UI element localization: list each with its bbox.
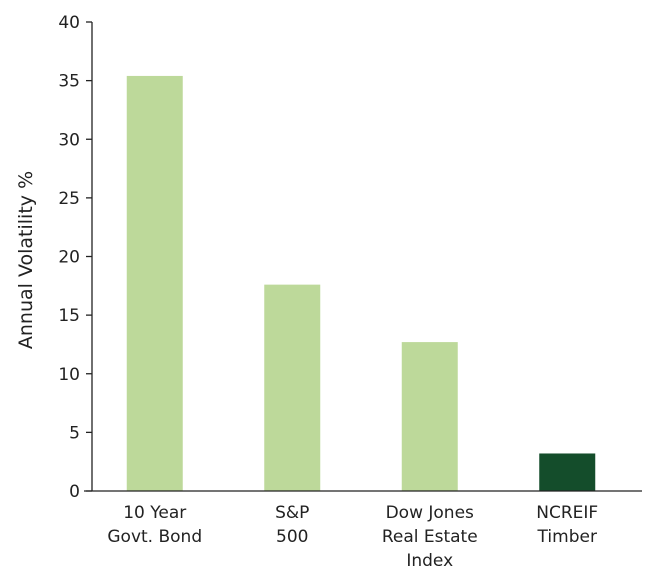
x-category-label: Timber — [537, 527, 597, 547]
category-labels: 10 Year Govt. Bond S&P 500 Dow Jones Real Est… — [107, 503, 598, 567]
bar — [126, 75, 183, 491]
y-tick-label: 25 — [58, 189, 80, 209]
y-tick-label: 15 — [58, 306, 80, 326]
x-category-label: 10 Year — [123, 503, 186, 523]
x-category-label: Govt. Bond — [107, 527, 202, 547]
y-tick-label: 35 — [58, 72, 80, 92]
y-tick-label: 40 — [58, 13, 80, 33]
x-category-label: Real Estate — [382, 527, 478, 547]
bar — [401, 342, 458, 491]
y-tick-label: 30 — [58, 130, 80, 150]
y-tick-label: 10 — [58, 365, 80, 385]
y-tick-label: 0 — [69, 482, 80, 502]
x-category-label: Dow Jones — [386, 503, 474, 523]
bar — [264, 284, 321, 491]
y-tick-label: 5 — [69, 423, 80, 443]
x-category-label: NCREIF — [536, 503, 598, 523]
y-axis-ticks: 0 5 10 15 20 25 30 35 40 — [58, 13, 92, 502]
x-category-label: S&P — [275, 503, 309, 523]
bar — [539, 453, 596, 491]
x-category-label: 500 — [276, 527, 308, 547]
y-tick-label: 20 — [58, 248, 80, 268]
bars — [126, 75, 596, 491]
y-axis-title: Annual Volatility % — [15, 171, 37, 349]
x-category-label: Index — [406, 551, 453, 567]
